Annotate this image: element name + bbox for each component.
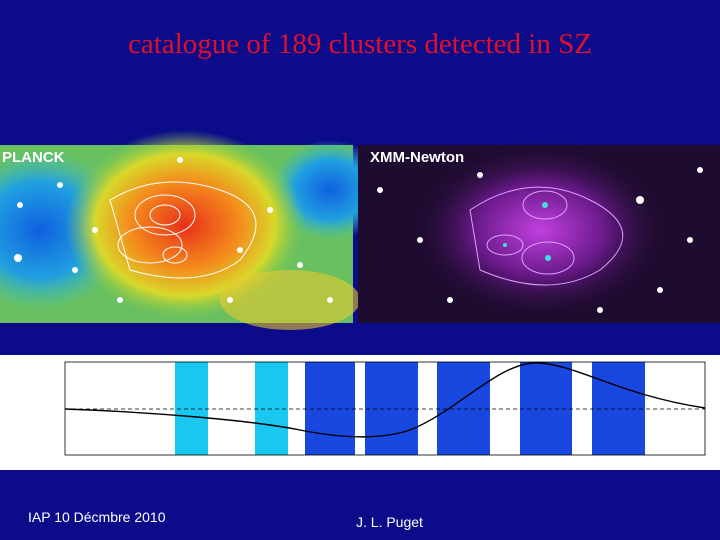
- image-label: PLANCK: [2, 149, 65, 166]
- slide-title: catalogue of 189 clusters detected in SZ: [128, 28, 592, 60]
- spectrum-plot: [0, 355, 720, 470]
- footer-right: J. L. Puget: [356, 514, 423, 530]
- xmm-map: [358, 140, 720, 323]
- footer-left: IAP 10 Décmbre 2010: [28, 509, 166, 525]
- image-label: XMM-Newton: [370, 149, 464, 166]
